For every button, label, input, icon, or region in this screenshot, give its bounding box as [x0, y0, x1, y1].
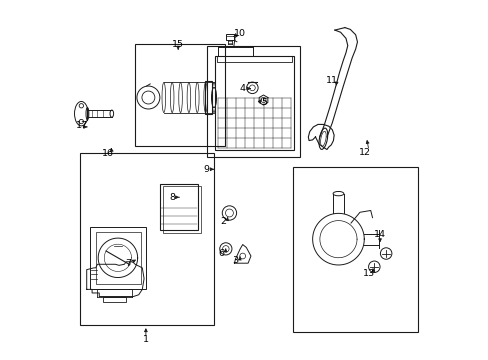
- Bar: [204, 81, 211, 114]
- Text: 5: 5: [261, 98, 266, 107]
- Text: 13: 13: [363, 269, 375, 278]
- Text: 9: 9: [203, 165, 209, 174]
- Text: 3: 3: [232, 256, 238, 265]
- Bar: [215, 56, 293, 149]
- Bar: [90, 226, 145, 289]
- Text: 4: 4: [239, 84, 245, 93]
- Bar: [292, 167, 418, 332]
- Text: 8: 8: [169, 193, 175, 202]
- Bar: [206, 45, 300, 157]
- Bar: [225, 34, 234, 40]
- Text: 12: 12: [358, 148, 370, 157]
- Text: 10: 10: [234, 29, 245, 38]
- Text: 1: 1: [142, 335, 148, 344]
- Text: 6: 6: [218, 249, 224, 258]
- Bar: [135, 44, 224, 146]
- Bar: [102, 297, 126, 302]
- Text: 15: 15: [172, 40, 184, 49]
- Text: 2: 2: [220, 217, 225, 226]
- Text: 14: 14: [373, 230, 385, 239]
- Bar: [217, 56, 292, 62]
- Text: 7: 7: [125, 259, 131, 268]
- Bar: [163, 186, 201, 233]
- Text: 16: 16: [102, 149, 113, 158]
- Bar: [80, 153, 214, 325]
- Bar: [96, 232, 140, 284]
- Text: 11: 11: [325, 76, 338, 85]
- Text: 17: 17: [76, 121, 88, 130]
- Bar: [160, 184, 198, 230]
